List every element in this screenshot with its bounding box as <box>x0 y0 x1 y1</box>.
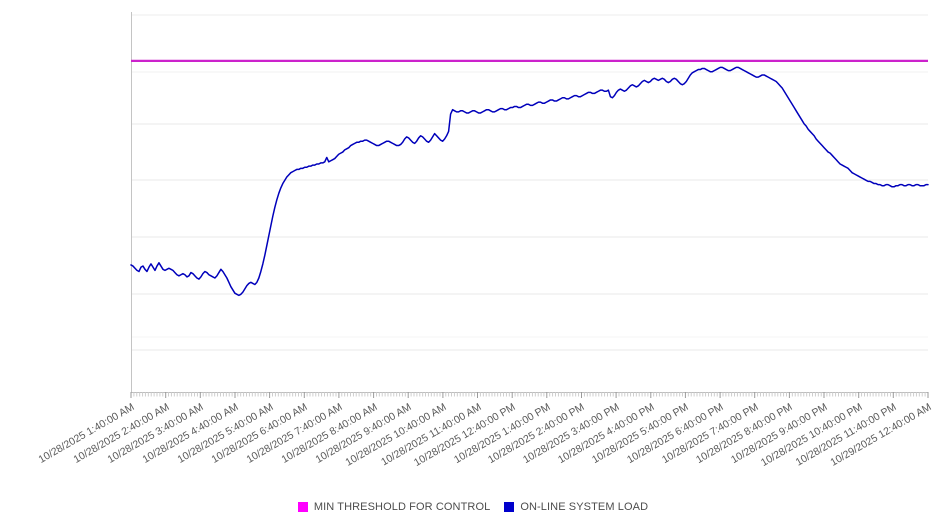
legend-label-min-threshold: MIN THRESHOLD FOR CONTROL <box>313 501 491 513</box>
x-axis-tick-marks <box>130 392 929 398</box>
legend-swatch-min-threshold <box>297 502 308 512</box>
x-axis-labels: 10/28/2025 1:40:00 AM 10/28/2025 2:40:00 … <box>0 396 946 496</box>
legend-label-online-system-load: ON-LINE SYSTEM LOAD <box>520 501 649 513</box>
legend-item-min-threshold[interactable]: MIN THRESHOLD FOR CONTROL <box>297 501 491 513</box>
legend-swatch-online-system-load <box>504 502 515 512</box>
gridlines <box>131 14 928 351</box>
chart-legend: MIN THRESHOLD FOR CONTROL ON-LINE SYSTEM… <box>0 495 946 519</box>
online-system-load-line <box>130 66 929 297</box>
legend-item-online-system-load[interactable]: ON-LINE SYSTEM LOAD <box>504 501 648 513</box>
line-chart-plot <box>130 12 929 398</box>
